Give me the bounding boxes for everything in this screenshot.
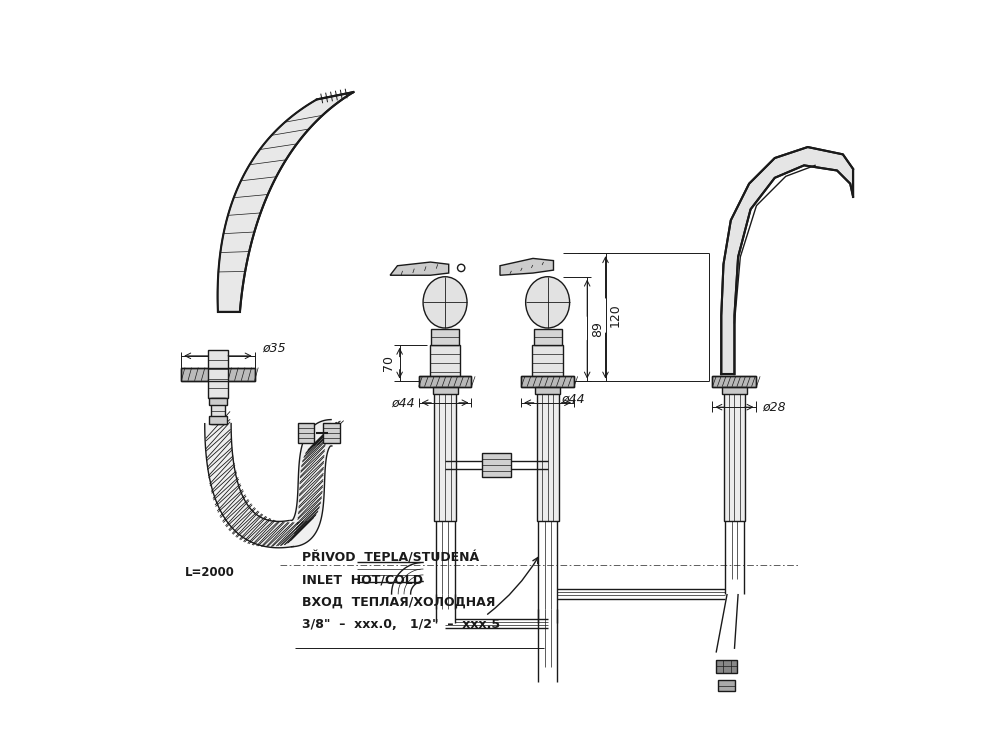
Text: ø35: ø35 [262, 342, 286, 354]
Bar [718, 680, 735, 691]
Bar [433, 387, 458, 394]
Bar [211, 398, 225, 424]
Polygon shape [205, 424, 293, 548]
Polygon shape [500, 259, 553, 275]
Bar [521, 376, 574, 387]
Text: 120: 120 [609, 304, 622, 328]
Bar [419, 376, 471, 387]
Bar [298, 422, 314, 443]
Text: INLET  HOT/COLD: INLET HOT/COLD [302, 574, 423, 587]
Bar [716, 660, 737, 673]
Bar [419, 376, 471, 387]
Bar [521, 376, 574, 387]
Polygon shape [218, 92, 353, 312]
Text: 70: 70 [382, 355, 395, 371]
Bar [534, 329, 562, 345]
Bar [181, 368, 255, 381]
Text: ø44: ø44 [391, 396, 415, 409]
Bar [712, 376, 756, 387]
Bar [532, 345, 563, 382]
Bar [724, 387, 745, 521]
Bar [434, 387, 456, 521]
Bar [712, 376, 756, 387]
Text: ВХОД  ТЕПЛАЯ/ХОЛОДНАЯ: ВХОД ТЕПЛАЯ/ХОЛОДНАЯ [302, 596, 496, 608]
Bar [722, 387, 747, 394]
Bar [208, 350, 228, 398]
Polygon shape [390, 262, 449, 275]
Bar [482, 453, 511, 476]
Bar [209, 416, 227, 424]
Bar [323, 422, 340, 443]
Text: PŘIVOD  TEPLA/STUDENÁ: PŘIVOD TEPLA/STUDENÁ [302, 551, 479, 565]
Text: ø44: ø44 [562, 393, 585, 405]
Ellipse shape [423, 276, 467, 328]
Bar [209, 398, 227, 405]
Text: 3/8"  –  xxx.0,   1/2"  –  xxx.5: 3/8" – xxx.0, 1/2" – xxx.5 [302, 617, 500, 631]
Bar [430, 345, 460, 382]
Text: 89: 89 [591, 321, 604, 336]
Text: L=2000: L=2000 [185, 566, 235, 579]
Bar [537, 387, 559, 521]
Text: ø28: ø28 [762, 401, 786, 413]
Bar [181, 368, 255, 381]
Polygon shape [721, 147, 853, 374]
Bar [535, 387, 560, 394]
Bar [431, 329, 459, 345]
Ellipse shape [526, 276, 570, 328]
Polygon shape [291, 419, 332, 547]
